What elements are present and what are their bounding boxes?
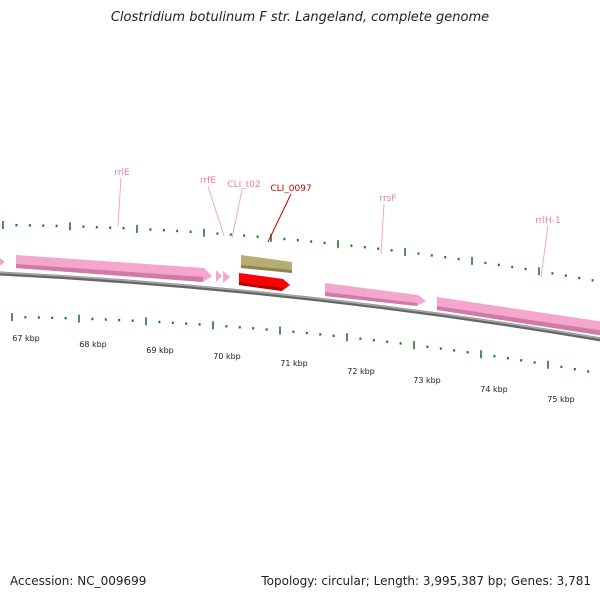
leader-CLI_t02 bbox=[231, 189, 243, 239]
kbp-label-75: 75 kbp bbox=[547, 395, 575, 404]
label-CLI_t02[interactable]: CLI_t02 bbox=[227, 180, 260, 190]
kbp-label-69: 69 kbp bbox=[146, 346, 174, 355]
leader-rrsF bbox=[380, 203, 385, 255]
leader-rrlE bbox=[117, 177, 122, 227]
kbp-label-73: 73 kbp bbox=[413, 376, 441, 385]
label-rrlE[interactable]: rrlE bbox=[114, 168, 130, 178]
kbp-label-68: 68 kbp bbox=[79, 340, 107, 349]
feature-rrna-left-fragment[interactable] bbox=[0, 255, 5, 268]
feature-rrfE-arrow[interactable] bbox=[216, 270, 230, 283]
kbp-label-70: 70 kbp bbox=[213, 352, 241, 361]
kbp-label-67: 67 kbp bbox=[12, 334, 40, 343]
leader-rrlH-1 bbox=[540, 225, 549, 278]
accession-text: Accession: NC_009699 bbox=[10, 574, 147, 588]
topology-text: Topology: circular; Length: 3,995,387 bp… bbox=[261, 574, 591, 588]
label-CLI_0097[interactable]: CLI_0097 bbox=[270, 184, 311, 194]
outer-tick-track bbox=[2, 221, 594, 282]
label-rrsF[interactable]: rrsF bbox=[379, 194, 396, 204]
feature-rrsF-arrow[interactable] bbox=[325, 283, 426, 306]
kbp-label-74: 74 kbp bbox=[480, 385, 508, 394]
leader-rrfE bbox=[207, 185, 225, 237]
label-rrlH-1[interactable]: rrlH-1 bbox=[535, 216, 560, 226]
feature-CLI_0097-arrow[interactable] bbox=[239, 273, 290, 291]
feature-CLI_t02-box[interactable] bbox=[241, 255, 292, 273]
map-title: Clostridium botulinum F str. Langeland, … bbox=[110, 10, 490, 25]
inner-tick-track bbox=[11, 313, 590, 373]
kbp-label-71: 71 kbp bbox=[280, 359, 308, 368]
genome-backbone bbox=[0, 271, 600, 342]
leader-CLI_0097 bbox=[267, 193, 292, 243]
feature-rrlE-arrow[interactable] bbox=[16, 255, 212, 282]
feature-rrlH-1-arrow[interactable] bbox=[437, 297, 600, 336]
kbp-label-72: 72 kbp bbox=[347, 367, 375, 376]
label-rrfE[interactable]: rrfE bbox=[200, 176, 216, 186]
